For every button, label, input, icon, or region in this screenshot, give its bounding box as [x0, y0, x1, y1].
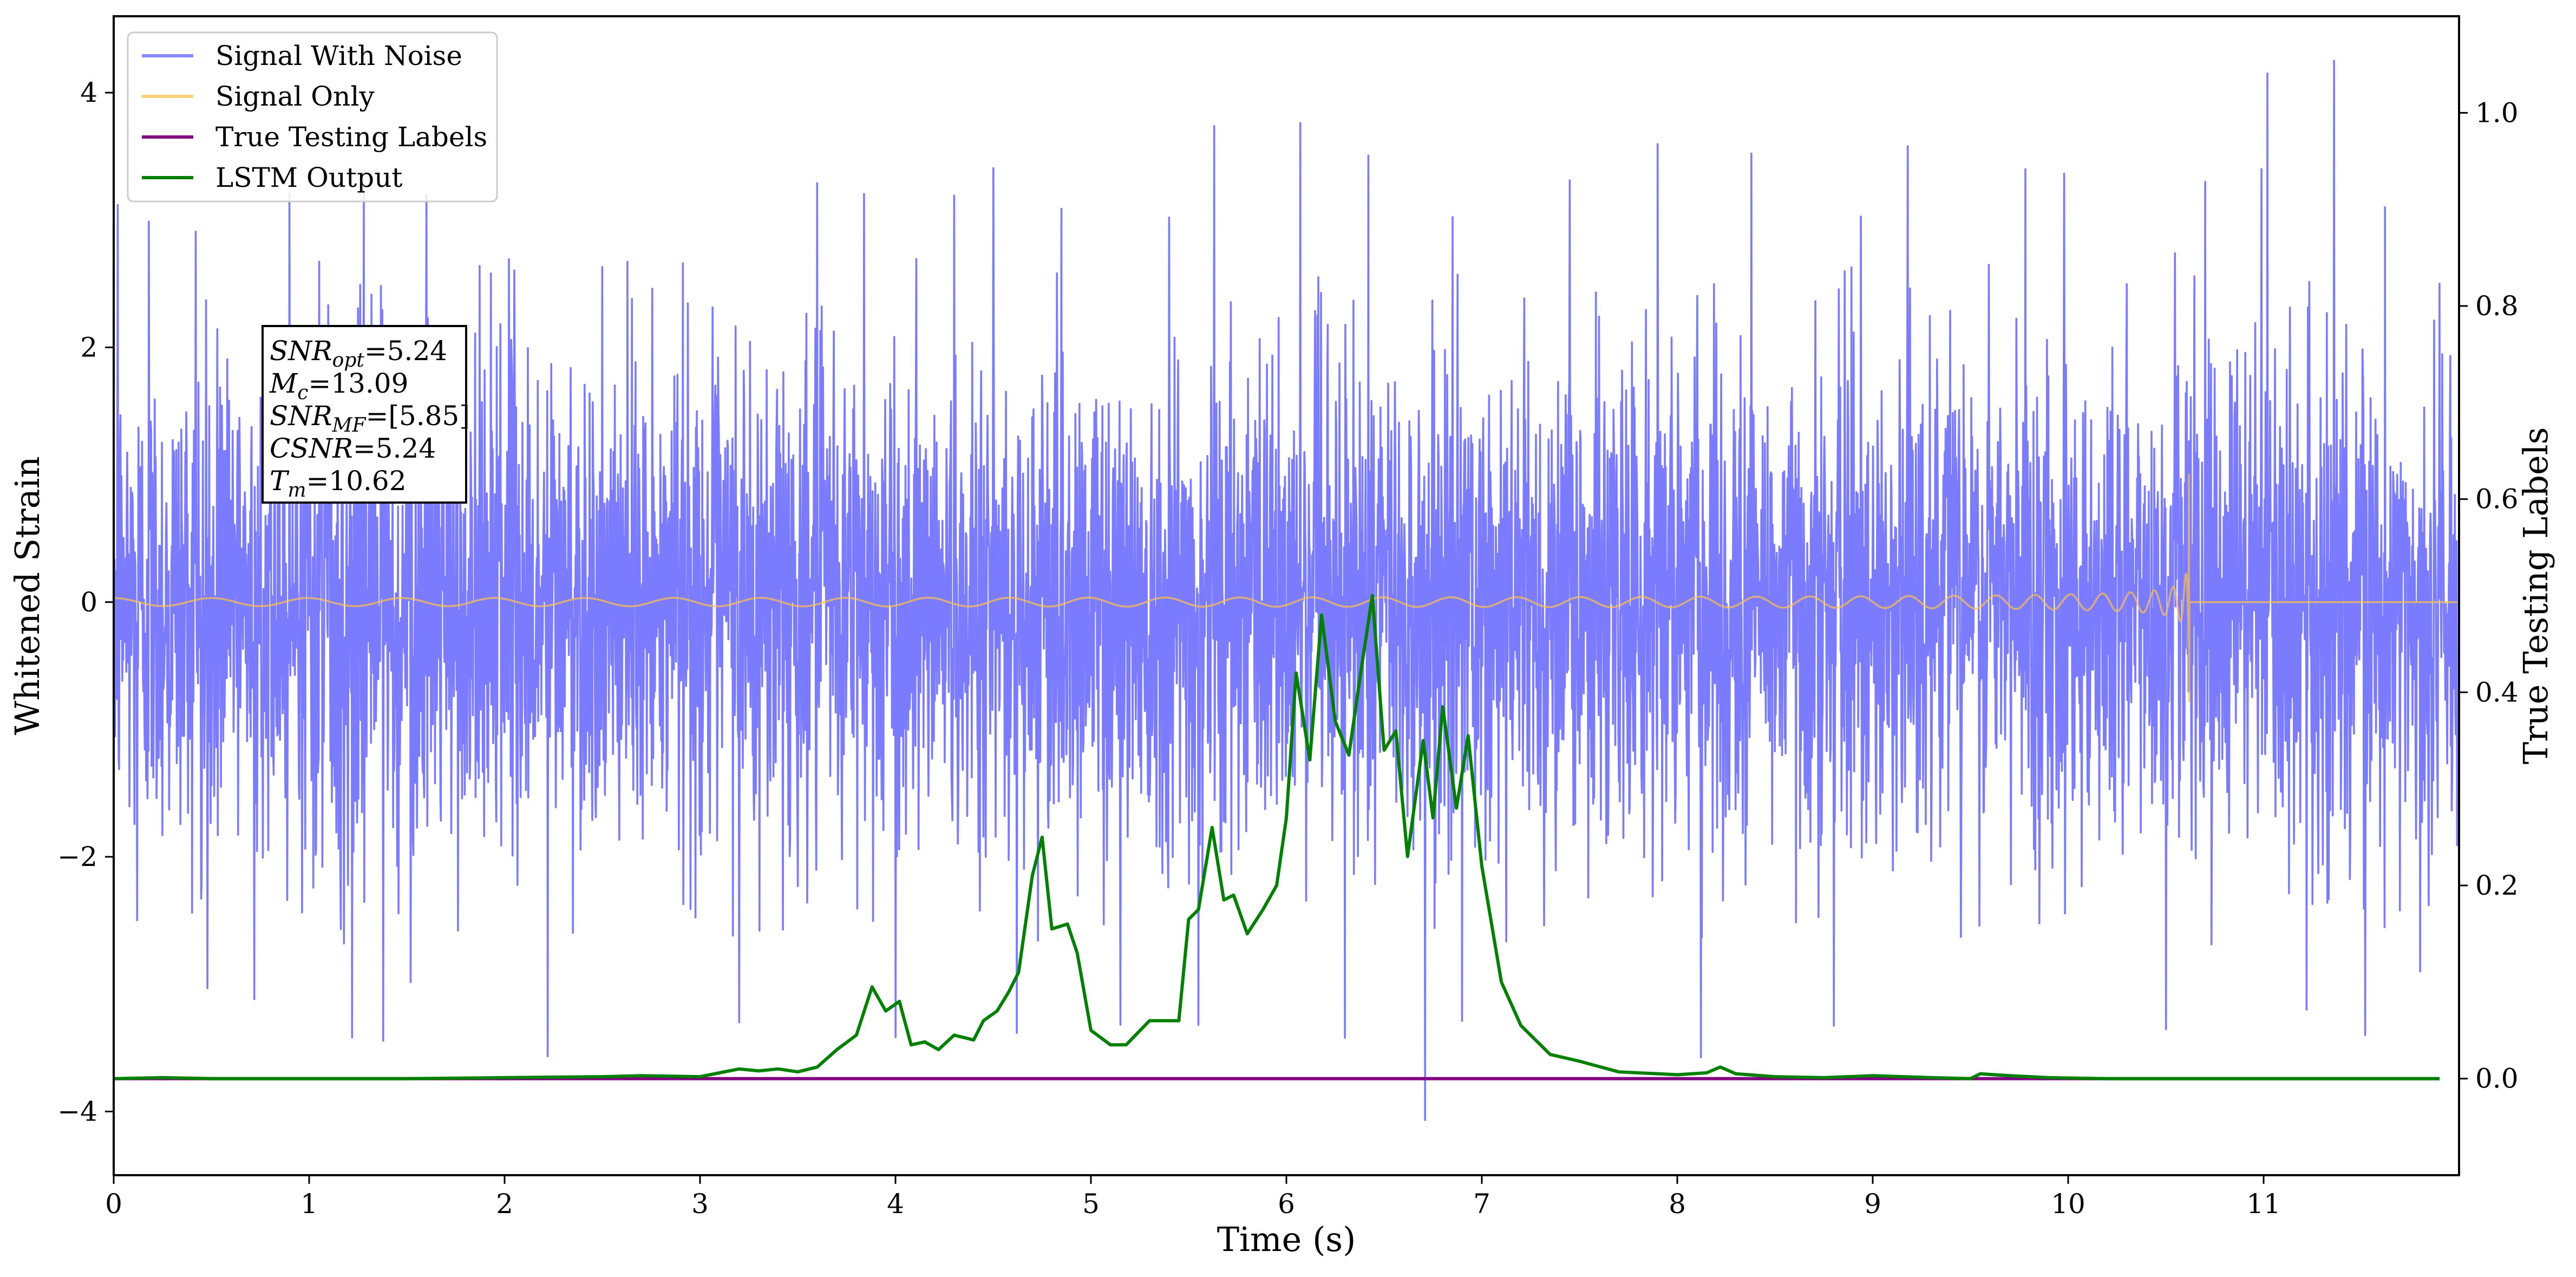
- x-tick-label: 7: [1473, 1188, 1490, 1220]
- x-tick-label: 5: [1082, 1188, 1100, 1220]
- plot-area: [114, 60, 2459, 1121]
- annotation-line: CSNR=5.24: [270, 433, 436, 464]
- x-tick-label: 4: [887, 1188, 904, 1220]
- legend-entry-label: LSTM Output: [215, 162, 402, 193]
- legend: Signal With Noise Signal Only True Testing…: [127, 31, 498, 203]
- y2-tick-label: 0.6: [2475, 484, 2519, 515]
- x-axis: 0 1 2 3 4 5 6 7 8 9 10 11: [105, 1175, 2281, 1220]
- legend-entry-label: Signal With Noise: [215, 40, 462, 71]
- series-signal-with-noise-line: [114, 60, 2459, 1121]
- annotation-frame: [261, 325, 467, 504]
- x-tick-label: 10: [2051, 1188, 2085, 1220]
- y-tick-label: 2: [80, 331, 97, 363]
- y-axis-right-title: True Testing Labels: [2516, 427, 2555, 765]
- legend-frame: [127, 31, 498, 203]
- y-tick-label: 4: [80, 77, 97, 108]
- y-axis-left: −4 −2 0 2 4: [57, 77, 114, 1127]
- series-lstm-output-line: [114, 594, 2440, 1080]
- x-tick-label: 9: [1864, 1188, 1881, 1220]
- x-tick-label: 1: [300, 1188, 318, 1220]
- y2-tick-label: 0.8: [2475, 290, 2519, 322]
- annotation-box: SNRopt=5.24Mc=13.09SNRMF=[5.85]CSNR=5.24…: [261, 325, 470, 504]
- y2-tick-label: 0.0: [2475, 1063, 2519, 1094]
- annotation-line: Tm=10.62: [270, 465, 407, 501]
- x-axis-title: Time (s): [1217, 1220, 1356, 1259]
- y-axis-right: 0.0 0.2 0.4 0.6 0.8 1.0: [2459, 97, 2519, 1094]
- x-tick-label: 0: [105, 1188, 122, 1220]
- annotation-line: SNRopt=5.24: [270, 335, 447, 372]
- legend-entry-label: Signal Only: [215, 81, 375, 112]
- y-tick-label: 0: [80, 587, 97, 618]
- y-tick-label: −2: [57, 841, 97, 872]
- y2-tick-label: 0.4: [2475, 676, 2519, 708]
- y-axis-left-title: Whitened Strain: [8, 457, 47, 735]
- x-tick-label: 2: [496, 1188, 513, 1220]
- x-tick-label: 11: [2246, 1188, 2281, 1220]
- series-signal-only-line: [114, 473, 2458, 702]
- x-tick-label: 6: [1278, 1188, 1295, 1220]
- annotation-line: Mc=13.09: [269, 368, 408, 404]
- y-tick-label: −4: [57, 1096, 97, 1127]
- x-tick-label: 8: [1669, 1188, 1686, 1220]
- legend-entry-label: True Testing Labels: [215, 121, 487, 153]
- annotation-line: SNRMF=[5.85]: [270, 400, 470, 436]
- y2-tick-label: 1.0: [2475, 97, 2519, 128]
- y2-tick-label: 0.2: [2475, 870, 2519, 901]
- x-tick-label: 3: [691, 1188, 709, 1220]
